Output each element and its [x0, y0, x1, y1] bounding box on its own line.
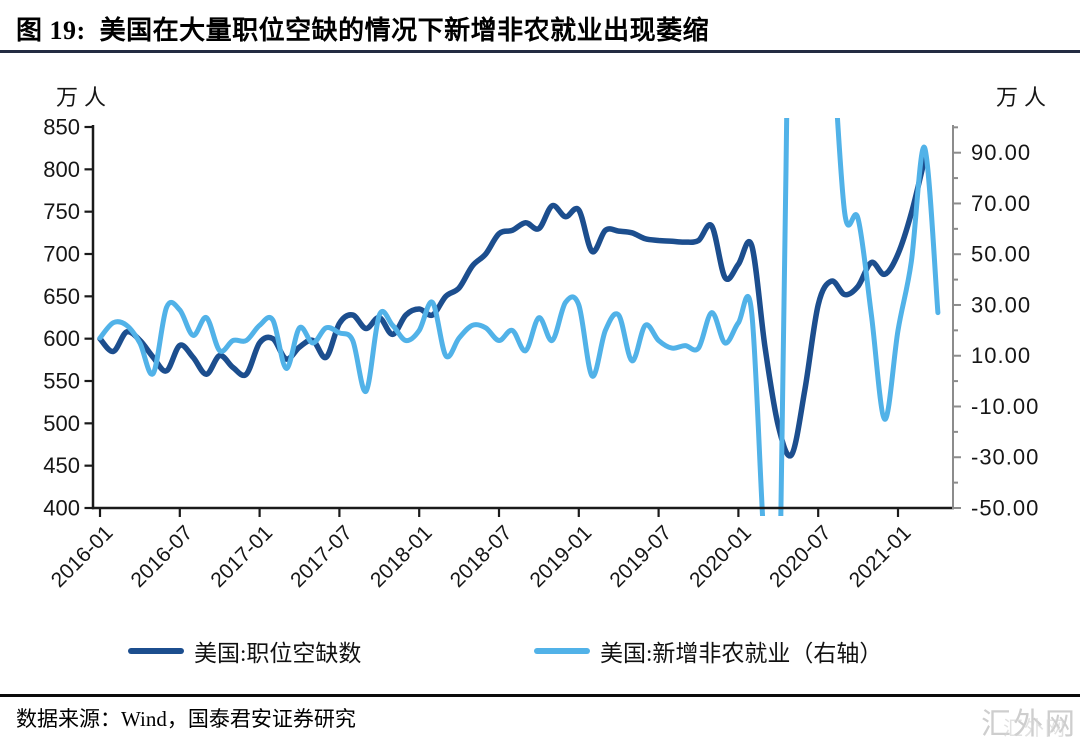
right-axis-label: -50.00	[971, 496, 1039, 521]
watermark: 汇外网	[981, 708, 1077, 741]
job-openings-line	[97, 156, 928, 459]
right-axis-label: 10.00	[971, 343, 1031, 368]
left-axis-label: 650	[43, 284, 80, 309]
x-axis-label: 2016-07	[127, 521, 198, 592]
x-axis-label: 2018-07	[446, 521, 517, 592]
right-axis-label: -30.00	[971, 445, 1039, 470]
x-axis-label: 2020-07	[765, 521, 836, 592]
watermark-echo: 汇外网	[1003, 718, 1066, 740]
axis-unit-left: 万人	[56, 85, 112, 110]
chart-area: 850 800 750 700 650 600 550 500 450 400 万人 2016-01 2…	[0, 60, 1080, 650]
x-axis-label: 2016-01	[47, 521, 118, 592]
x-axis-label: 2019-01	[526, 521, 597, 592]
left-axis-label: 600	[43, 326, 80, 351]
figure-label: 图 19:	[16, 16, 86, 45]
left-axis-label: 500	[43, 411, 80, 436]
figure-title-row: 图 19: 美国在大量职位空缺的情况下新增非农就业出现萎缩	[16, 10, 1064, 47]
title-underline	[0, 50, 1080, 53]
x-axis-label: 2017-01	[206, 521, 277, 592]
left-axis-label: 400	[43, 496, 80, 521]
legend-item-nonfarm-payrolls: 美国:新增非农就业（右轴）	[534, 632, 882, 670]
left-axis-label: 450	[43, 453, 80, 478]
right-axis-label: 70.00	[971, 191, 1031, 216]
legend-label-job-openings: 美国:职位空缺数	[194, 641, 362, 666]
x-axis-label: 2018-01	[366, 521, 437, 592]
right-axis-label: 50.00	[971, 242, 1031, 267]
figure-title: 美国在大量职位空缺的情况下新增非农就业出现萎缩	[99, 16, 710, 45]
left-axis-label: 700	[43, 242, 80, 267]
left-axis-label: 750	[43, 199, 80, 224]
nonfarm-payrolls-monthly-change-line	[97, 118, 941, 516]
chart-legend: 美国:职位空缺数 美国:新增非农就业（右轴）	[0, 632, 1080, 670]
left-axis-label: 800	[43, 157, 80, 182]
left-axis-label: 850	[43, 115, 80, 140]
x-axis-label: 2021-01	[845, 521, 916, 592]
data-source-note: 数据来源：Wind，国泰君安证券研究	[16, 707, 356, 731]
legend-item-job-openings: 美国:职位空缺数	[128, 632, 361, 670]
footer-rule	[0, 694, 1080, 697]
legend-swatch-nonfarm-payrolls	[534, 648, 590, 654]
right-axis-label: -10.00	[971, 394, 1039, 419]
right-axis-label: 90.00	[971, 140, 1031, 165]
legend-label-nonfarm-payrolls: 美国:新增非农就业（右轴）	[600, 641, 883, 666]
right-axis-label: 30.00	[971, 292, 1031, 317]
x-axis-label: 2019-07	[605, 521, 676, 592]
left-axis-label: 550	[43, 369, 80, 394]
x-axis-label: 2020-01	[685, 521, 756, 592]
legend-swatch-job-openings	[128, 648, 184, 654]
x-axis-label: 2017-07	[286, 521, 357, 592]
axis-unit-right: 万人	[996, 85, 1052, 110]
